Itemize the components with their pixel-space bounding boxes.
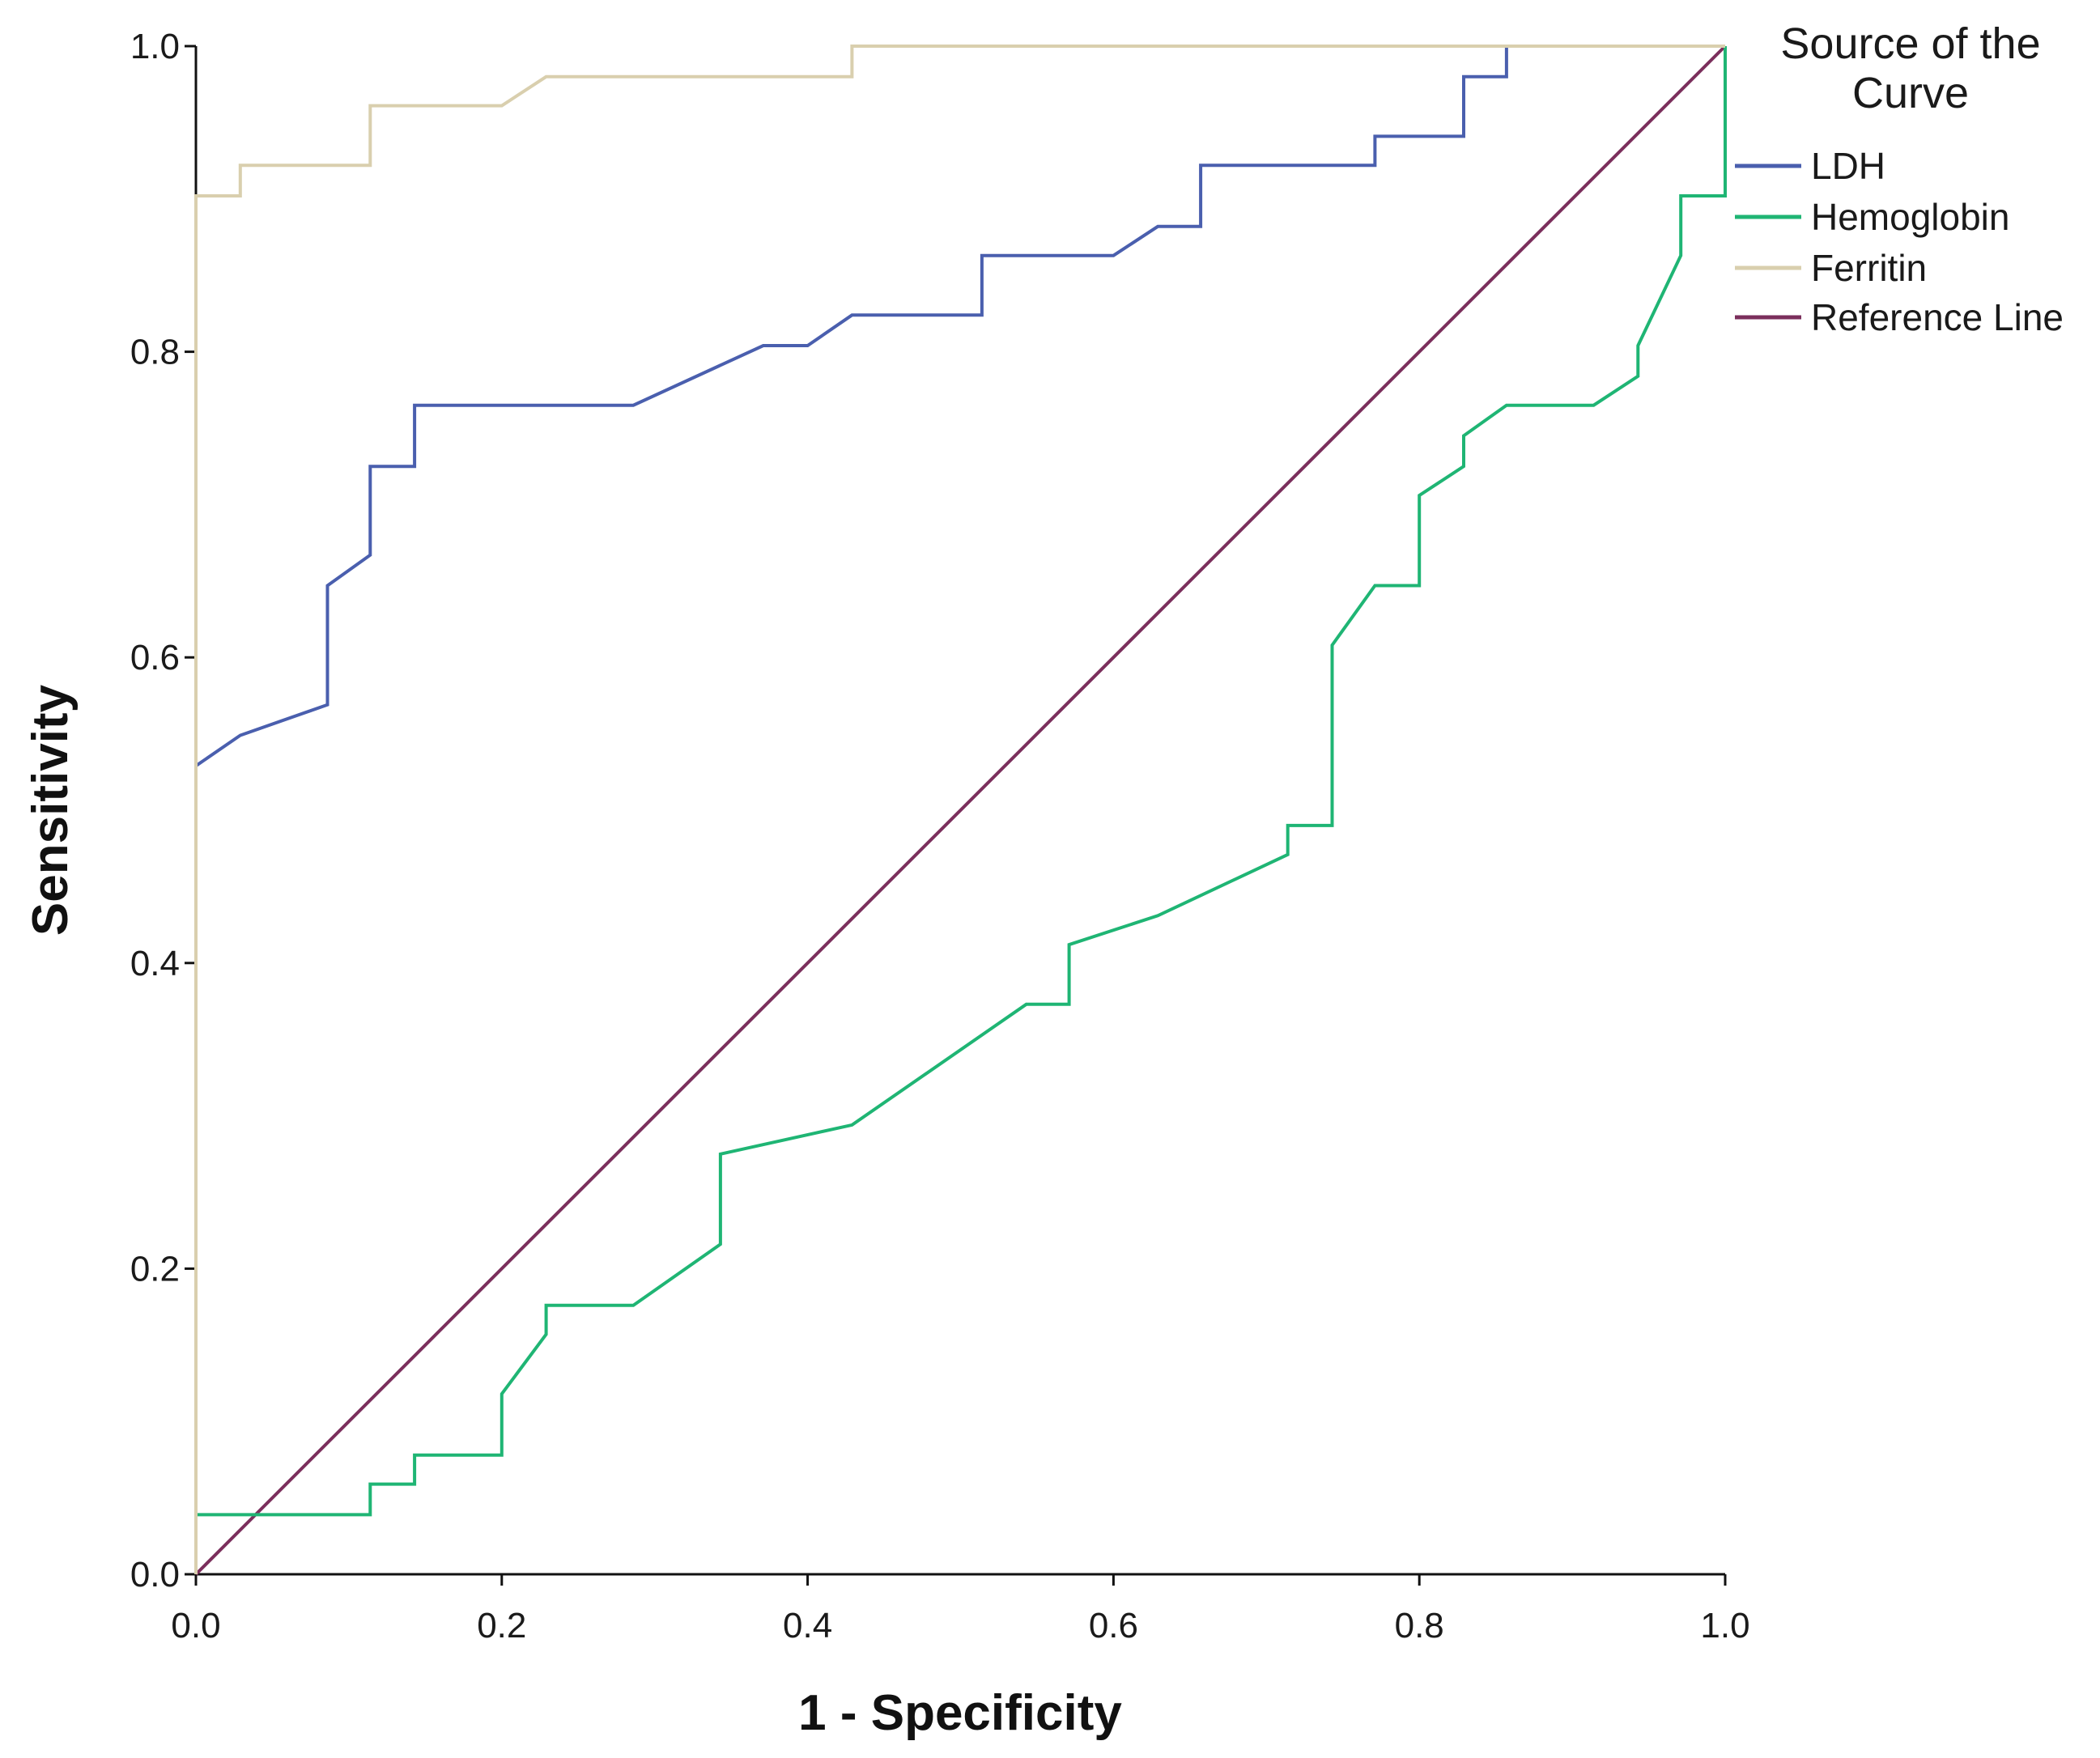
x-axis-title: 1 - Specificity <box>798 1685 1122 1741</box>
x-tick-label: 0.6 <box>1089 1606 1138 1645</box>
y-tick-label: 0.4 <box>130 944 180 983</box>
legend-items: LDH Hemoglobin Ferritin Reference Line <box>1735 145 2064 338</box>
y-axis-title: Sensitivity <box>23 684 79 936</box>
x-tick-label: 0.0 <box>171 1606 220 1645</box>
y-tick-label: 0.0 <box>130 1555 180 1595</box>
legend-label-ferritin: Ferritin <box>1811 247 1927 289</box>
legend-label-reference-line: Reference Line <box>1811 296 2064 338</box>
curve-ldh <box>194 45 1725 1574</box>
y-tick-label: 0.6 <box>130 638 180 677</box>
x-tick-label: 1.0 <box>1700 1606 1749 1645</box>
legend-title-line-1: Source of the <box>1780 19 2040 68</box>
legend-label-hemoglobin: Hemoglobin <box>1811 196 2009 238</box>
roc-curves <box>194 45 1727 1576</box>
x-tick-label: 0.8 <box>1395 1606 1444 1645</box>
x-axis-ticks: 0.0 0.2 0.4 0.6 0.8 1.0 <box>171 1574 1750 1645</box>
legend: Source of the Curve LDH Hemoglobin Ferriti… <box>1735 19 2064 338</box>
curve-ferritin <box>194 45 1725 1574</box>
y-tick-label: 1.0 <box>130 27 180 66</box>
x-tick-label: 0.2 <box>477 1606 526 1645</box>
x-tick-label: 0.4 <box>783 1606 832 1645</box>
curve-reference-line <box>194 45 1727 1576</box>
y-axis-ticks: 0.0 0.2 0.4 0.6 0.8 1.0 <box>130 27 196 1595</box>
y-tick-label: 0.2 <box>130 1249 180 1289</box>
y-tick-label: 0.8 <box>130 333 180 372</box>
legend-title-line-2: Curve <box>1852 69 1969 117</box>
curve-hemoglobin <box>194 46 1727 1574</box>
legend-label-ldh: LDH <box>1811 145 1885 187</box>
